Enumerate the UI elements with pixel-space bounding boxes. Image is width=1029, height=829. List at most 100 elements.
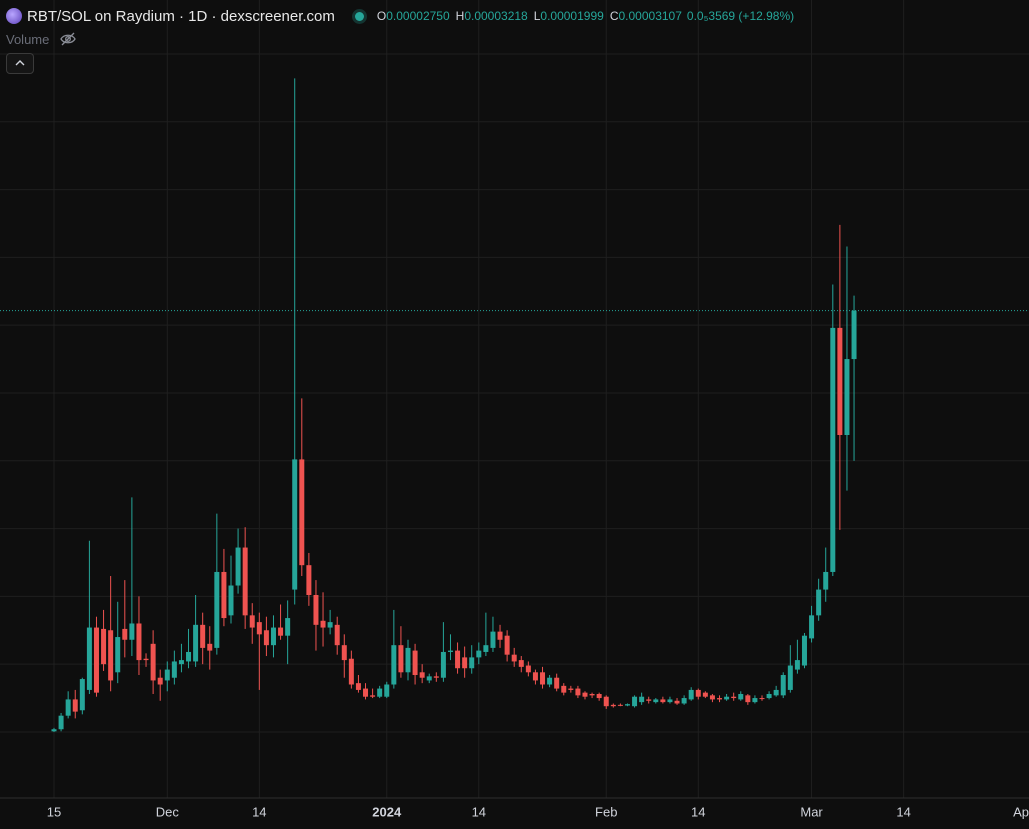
candle-body [596,693,602,699]
candle-body [844,359,850,436]
candle-body [554,677,560,689]
ohlc-value: 0.00002750 [386,9,450,23]
candle-body [660,699,666,703]
candle-body [540,672,546,685]
candle-body [561,685,567,693]
candle-body [511,654,517,662]
candle-body [624,704,630,706]
candle-body [200,624,206,648]
x-tick-label: 14 [691,804,705,819]
candle-body [483,645,489,652]
header: RBT/SOL on Raydium · 1D · dexscreener.co… [6,6,794,26]
candle-body [221,571,227,619]
candle-body [816,589,822,616]
candle-body [646,699,652,701]
candle-body [532,672,538,681]
volume-label[interactable]: Volume [6,31,50,47]
candle-body [766,693,772,699]
volume-legend: Volume [6,31,77,47]
candle-body [490,631,496,648]
ohlc-item: H0.00003218 [456,9,528,23]
candle-body [455,650,461,669]
candle-body [702,692,708,697]
x-tick-label: 15 [47,804,61,819]
candle-body [497,631,503,640]
candle-body [667,699,673,703]
candle-body [278,627,284,636]
candle-body [157,677,163,685]
candle-body [58,715,64,730]
candle-body [688,689,694,700]
candle-body [695,689,701,697]
candle-body [709,695,715,700]
candle-body [51,729,57,732]
candle-body [525,665,531,673]
candle-body [93,627,99,693]
candle-body [228,585,234,616]
candle-body [773,689,779,696]
candle-body [752,698,758,703]
candle-body [447,650,453,652]
candle-body [823,571,829,590]
candle-body [327,622,333,628]
candle-body [164,669,170,681]
candle-body [270,627,276,646]
candle-body [79,679,85,711]
candle-body [617,704,623,706]
candle-body [787,665,793,690]
candle-body [603,696,609,707]
candle-body [101,628,107,665]
candle-body [681,698,687,704]
candle-body [504,635,510,655]
candle-body [65,699,71,716]
candle-body [306,565,312,596]
collapse-button[interactable] [6,53,34,74]
ohlc-item: C0.00003107 [610,9,682,23]
candle-body [440,651,446,678]
candle-body [334,624,340,646]
candle-body [370,695,376,697]
x-tick-label: 14 [252,804,266,819]
candle-body [285,618,291,636]
ohlc-key: O [376,9,387,23]
candle-body [724,696,730,700]
candle-body [186,651,192,662]
x-tick-label: Dec [156,804,180,819]
candle-body [653,699,659,703]
candle-body [256,622,262,635]
candle-body [568,688,574,690]
candle-body [313,595,319,625]
candle-body [639,696,645,703]
ohlc-item: O0.00002750 [377,9,450,23]
candle-body [731,696,737,699]
candle-body [292,459,298,590]
hide-icon[interactable] [59,31,77,47]
candle-body [419,672,425,678]
candle-body [348,658,354,685]
candle-body [469,657,475,669]
candle-body [207,643,213,651]
candle-body [242,547,248,616]
symbol-title: RBT/SOL on Raydium · 1D · dexscreener.co… [27,7,335,25]
candle-body [809,615,815,639]
x-tick-label: 2024 [372,804,402,819]
candle-body [575,688,581,696]
x-tick-label: 14 [472,804,486,819]
candle-body [143,658,149,661]
market-status [354,11,364,21]
candle-body [462,657,468,669]
candle-body [518,660,524,667]
candle-body [830,327,836,572]
candle-body [72,699,78,712]
candle-body [738,693,744,700]
x-tick-label: 14 [896,804,910,819]
ohlc-item: L0.00001999 [534,9,604,23]
candle-body [405,647,411,673]
candle-body [355,683,361,690]
candle-body [476,650,482,658]
candle-body [363,688,369,697]
candle-body [674,700,680,704]
candle-body [263,630,269,646]
